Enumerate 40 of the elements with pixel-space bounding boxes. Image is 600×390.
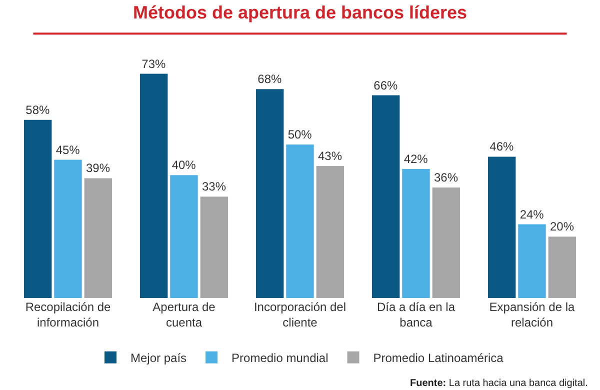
data-label: 68% <box>258 72 282 86</box>
x-tick-label: Apertura de cuenta <box>152 300 216 330</box>
data-label: 39% <box>86 161 110 176</box>
legend-label: Promedio mundial <box>232 351 328 366</box>
source-note: Fuente: La ruta hacia una banca digital. <box>410 378 588 389</box>
bar <box>256 89 284 298</box>
bar <box>548 236 576 298</box>
x-tick-label: Día a día en la banca <box>376 300 456 330</box>
data-label: 42% <box>404 152 428 166</box>
bar <box>372 95 400 298</box>
bar <box>316 166 344 298</box>
chart-title: Métodos de apertura de bancos líderes <box>132 2 468 22</box>
legend-label: Mejor país <box>130 351 187 366</box>
data-label: 24% <box>520 207 544 222</box>
x-tick-label: Expansión de la relación <box>489 300 576 330</box>
bar <box>432 187 460 298</box>
data-label: 73% <box>142 56 166 71</box>
data-label: 40% <box>172 158 196 172</box>
data-label: 66% <box>374 78 398 92</box>
bar <box>200 196 228 298</box>
data-label: 43% <box>318 148 342 163</box>
data-label: 33% <box>202 180 226 194</box>
legend-label: Promedio Latinoamérica <box>373 351 504 366</box>
x-tick-label: Recopilación de información <box>25 300 112 330</box>
bar <box>286 144 314 298</box>
bar <box>488 156 516 298</box>
data-label: 20% <box>550 220 574 234</box>
bar <box>54 160 82 298</box>
data-label: 36% <box>434 170 458 184</box>
bar <box>24 120 52 298</box>
data-label: 45% <box>56 142 80 157</box>
bar <box>170 175 198 298</box>
bar <box>84 178 112 298</box>
data-label: 46% <box>490 140 514 154</box>
data-label: 50% <box>288 127 312 142</box>
bar <box>140 74 168 298</box>
bar <box>518 224 546 298</box>
data-label: 58% <box>26 102 50 117</box>
x-tick-label: Incorporación del cliente <box>254 300 346 330</box>
bar <box>402 169 430 298</box>
